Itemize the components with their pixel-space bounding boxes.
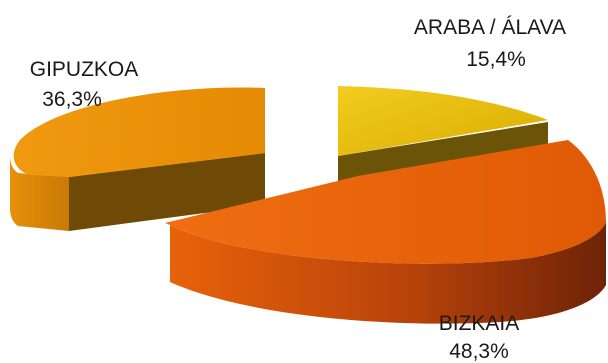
slice-label-araba-name: ARABA / ÁLAVA xyxy=(414,16,566,39)
pie-slice-bizkaia-side xyxy=(170,222,606,324)
slice-label-gipuzkoa-value: 36,3% xyxy=(42,88,102,111)
slice-label-araba: ARABA / ÁLAVA 15,4% xyxy=(414,16,566,71)
pie-slice-gipuzkoa-outer-side xyxy=(10,155,69,231)
pie-slice-araba-side xyxy=(338,122,548,182)
slice-label-gipuzkoa: GIPUZKOA 36,3% xyxy=(30,58,139,111)
slice-label-araba-value: 15,4% xyxy=(466,48,526,71)
slice-label-gipuzkoa-name: GIPUZKOA xyxy=(30,58,139,81)
pie-slice-gipuzkoa-top xyxy=(13,87,266,177)
slice-label-bizkaia-name: BIZKAIA xyxy=(439,312,520,335)
pie-slice-bizkaia xyxy=(165,140,606,324)
pie-slice-araba-top xyxy=(338,86,548,156)
slice-label-bizkaia-value: 48,3% xyxy=(449,340,509,363)
pie-slice-bizkaia-top xyxy=(165,140,606,264)
slice-label-bizkaia: BIZKAIA 48,3% xyxy=(439,312,520,363)
pie-slice-araba xyxy=(338,86,548,182)
